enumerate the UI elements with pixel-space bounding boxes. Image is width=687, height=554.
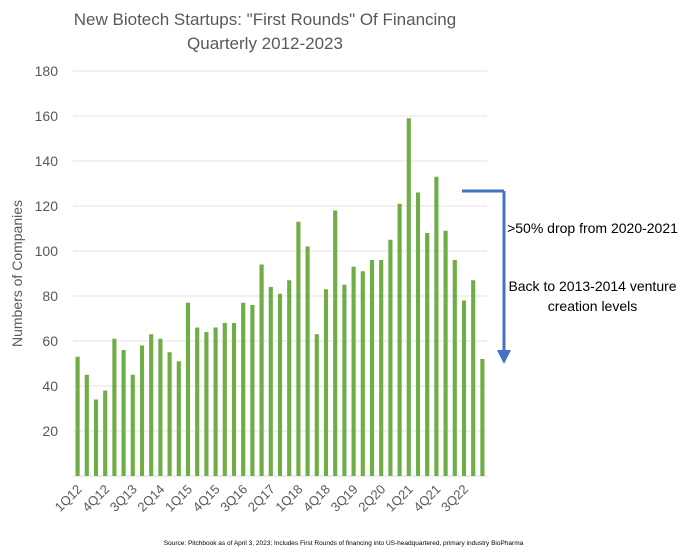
x-tick-label: 2Q17 xyxy=(245,482,278,515)
x-tick-label: 2Q20 xyxy=(355,482,388,515)
bar xyxy=(259,264,264,476)
chart-title-line-2: Quarterly 2012-2023 xyxy=(187,34,343,53)
annotation-back-to-levels: Back to 2013-2014 venture creation level… xyxy=(508,278,677,314)
x-tick-label: 3Q19 xyxy=(328,482,361,515)
x-tick-label: 2Q14 xyxy=(134,482,167,515)
bar xyxy=(296,221,301,476)
bar xyxy=(231,323,237,476)
arrow-head xyxy=(497,350,511,364)
y-tick-label: 40 xyxy=(42,378,58,394)
bar xyxy=(149,334,154,476)
bar xyxy=(333,210,338,476)
y-tick-label: 160 xyxy=(35,108,59,124)
x-tick-label: 1Q15 xyxy=(162,482,195,515)
bar xyxy=(213,327,218,476)
bar xyxy=(158,338,163,476)
y-tick-label: 140 xyxy=(35,153,59,169)
y-tick-label: 120 xyxy=(35,198,59,214)
bar xyxy=(406,118,411,476)
source-note: Source: Pitchbook as of April 3, 2023; I… xyxy=(163,540,524,547)
bar xyxy=(480,359,485,476)
bar xyxy=(84,374,89,476)
bar xyxy=(277,293,283,476)
bar xyxy=(305,246,310,476)
bar xyxy=(443,230,448,476)
bar xyxy=(195,327,200,476)
x-tick-label: 4Q21 xyxy=(410,482,443,515)
bar xyxy=(452,260,457,476)
bar xyxy=(176,361,181,476)
bar xyxy=(139,345,145,476)
x-tick-label: 1Q12 xyxy=(52,482,85,515)
bar xyxy=(241,302,246,476)
bar xyxy=(112,338,117,476)
bar xyxy=(268,287,273,476)
bar xyxy=(434,176,439,476)
bar xyxy=(369,260,375,476)
drop-arrow xyxy=(462,189,511,364)
y-axis-title: Numbers of Companies xyxy=(9,200,25,347)
bar xyxy=(360,271,365,476)
x-tick-label: 4Q15 xyxy=(190,482,223,515)
bar xyxy=(103,390,108,476)
x-tick-label: 3Q16 xyxy=(217,482,250,515)
bar xyxy=(388,239,393,476)
bar xyxy=(342,284,347,476)
bar xyxy=(130,374,135,476)
bar xyxy=(351,266,356,476)
bar xyxy=(471,280,476,476)
annotation-drop: >50% drop from 2020-2021 xyxy=(507,220,678,236)
x-tick-label: 3Q22 xyxy=(438,482,471,515)
bar xyxy=(75,356,80,476)
bar xyxy=(415,192,421,476)
bar xyxy=(397,203,402,476)
x-tick-label: 1Q21 xyxy=(383,482,416,515)
bar xyxy=(185,302,191,476)
x-tick-label: 4Q12 xyxy=(79,482,112,515)
y-tick-label: 180 xyxy=(35,63,59,79)
chart-title-line-1: New Biotech Startups: "First Rounds" Of … xyxy=(73,10,457,29)
bar xyxy=(93,399,99,476)
bar xyxy=(379,260,384,476)
bar xyxy=(461,300,467,476)
x-tick-label: 4Q18 xyxy=(300,482,333,515)
x-tick-label: 1Q18 xyxy=(272,482,305,515)
y-tick-label: 100 xyxy=(35,243,59,259)
bar xyxy=(204,332,209,476)
bar xyxy=(250,305,255,476)
bar xyxy=(121,350,126,476)
y-tick-label: 20 xyxy=(42,423,58,439)
bar xyxy=(222,323,227,476)
bar xyxy=(167,352,172,476)
x-tick-label: 3Q13 xyxy=(107,482,140,515)
bar xyxy=(425,233,430,476)
bars xyxy=(75,118,485,476)
bar xyxy=(323,289,329,476)
y-tick-label: 80 xyxy=(42,288,58,304)
bar xyxy=(287,280,292,476)
y-tick-label: 60 xyxy=(42,333,58,349)
bar xyxy=(314,334,319,476)
